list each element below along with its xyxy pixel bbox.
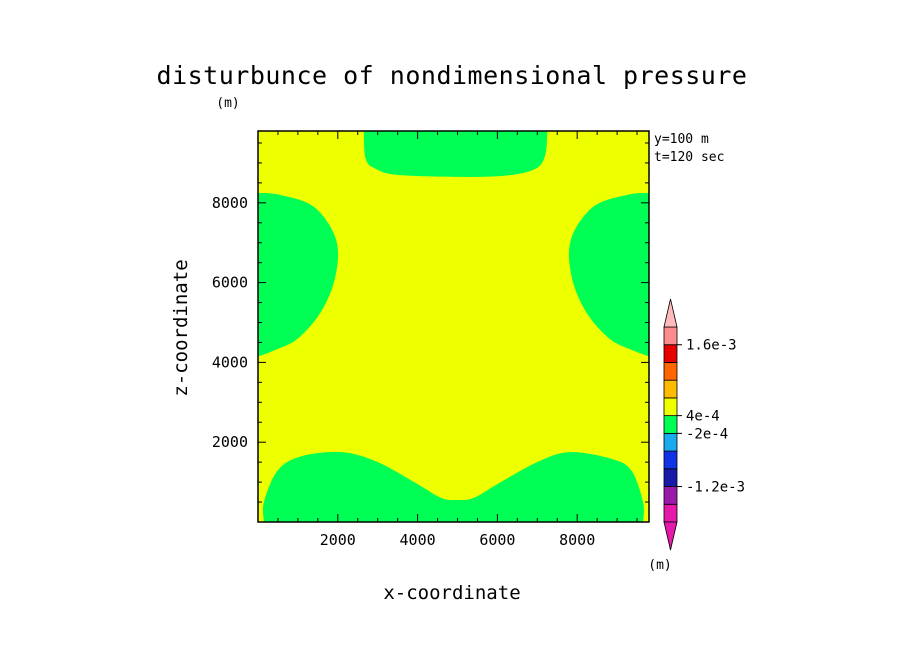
x-axis-title: x-coordinate xyxy=(383,582,520,604)
colorbar-segment xyxy=(663,450,678,470)
colorbar-segment xyxy=(663,379,678,399)
colorbar-label: 4e-4 xyxy=(686,409,720,425)
colorbar-segment xyxy=(663,468,678,487)
colorbar-label: 1.6e-3 xyxy=(686,338,737,354)
colorbar-segment xyxy=(663,432,678,452)
plot-area xyxy=(257,130,650,523)
x-tick-label: 4000 xyxy=(400,531,436,549)
y-tick-label: 4000 xyxy=(212,353,248,371)
y-axis-title: z-coordinate xyxy=(170,259,192,396)
y-tick-label: 2000 xyxy=(212,433,248,451)
colorbar-segment xyxy=(663,415,678,434)
plot-frame xyxy=(257,130,650,523)
contour-regions xyxy=(258,131,649,522)
contour-region-left-mid xyxy=(258,192,339,357)
info-line-t: t=120 sec xyxy=(654,150,724,165)
colorbar-high-extension xyxy=(663,298,678,328)
contour-region-top-center xyxy=(363,131,548,177)
y-unit-label: (m) xyxy=(216,96,239,111)
colorbar: -1.2e-3 -2e-44e-4 1.6e-3 xyxy=(663,298,745,551)
contour-region-right-mid xyxy=(568,192,649,357)
colorbar-unit-label: (m) xyxy=(648,558,671,573)
x-tick-label: 6000 xyxy=(479,531,515,549)
x-tick-label: 2000 xyxy=(320,531,356,549)
contour-region-bottom xyxy=(262,451,644,522)
colorbar-segment xyxy=(663,503,678,523)
info-line-y: y=100 m xyxy=(654,132,709,147)
x-axis: 2000 4000 6000 8000 xyxy=(277,131,638,549)
colorbar-segment xyxy=(663,397,678,417)
y-axis: 2000 4000 6000 8000 xyxy=(212,142,649,503)
colorbar-label: -2e-4 xyxy=(686,426,728,442)
colorbar-label: -1.2e-3 xyxy=(686,480,745,496)
colorbar-segment xyxy=(663,344,678,363)
colorbar-segment xyxy=(663,362,678,381)
colorbar-segment xyxy=(663,486,678,505)
colorbar-low-extension xyxy=(663,521,678,551)
y-tick-label: 8000 xyxy=(212,194,248,212)
colorbar-segment xyxy=(663,326,678,346)
x-tick-label: 8000 xyxy=(559,531,595,549)
chart-title: disturbunce of nondimensional pressure xyxy=(157,61,748,90)
y-tick-label: 6000 xyxy=(212,274,248,292)
